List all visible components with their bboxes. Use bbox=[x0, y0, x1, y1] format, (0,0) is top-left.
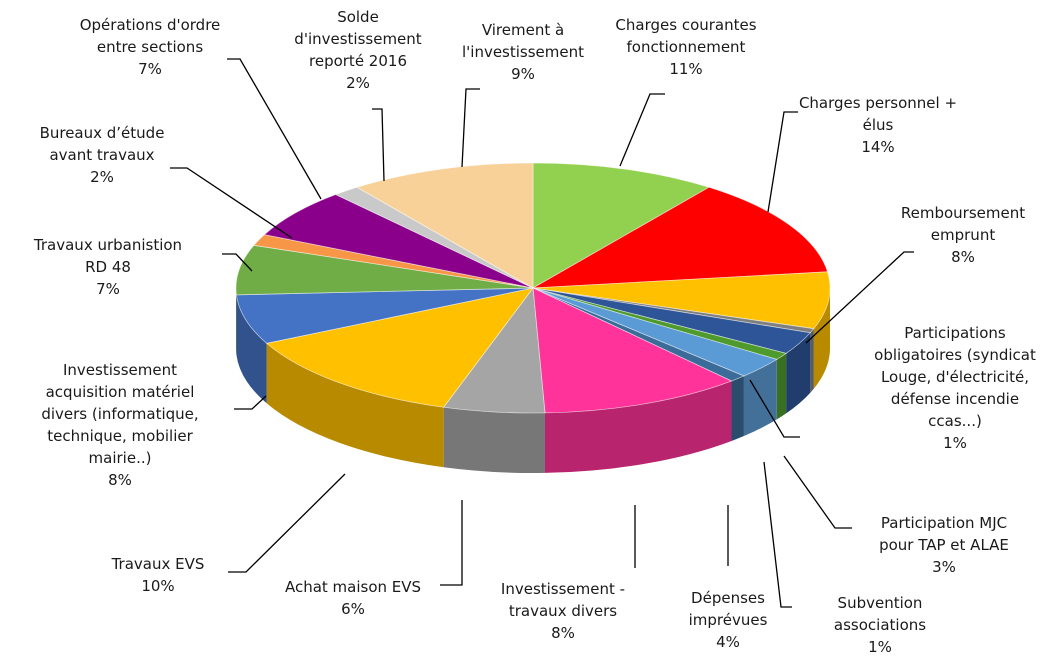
label-investissement-acquisition: Investissement acquisition matériel divers… bbox=[41, 361, 198, 489]
label-text-line: fonctionnement bbox=[627, 38, 746, 56]
label-percent: 11% bbox=[669, 60, 702, 78]
label-percent: 9% bbox=[511, 65, 535, 83]
leader-solde-investissement bbox=[372, 109, 384, 181]
label-percent: 8% bbox=[551, 624, 575, 642]
label-percent: 6% bbox=[341, 600, 365, 618]
label-text-line: défense incendie bbox=[891, 390, 1019, 408]
label-text-line: pour TAP et ALAE bbox=[879, 536, 1009, 554]
label-text-line: d'investissement bbox=[294, 30, 421, 48]
slice-subvention-associations-side bbox=[732, 376, 744, 441]
leader-virement-investissement bbox=[462, 89, 480, 167]
label-text-line: entre sections bbox=[97, 38, 203, 56]
label-text-line: acquisition matériel bbox=[46, 383, 195, 401]
label-text-line: l'investissement bbox=[462, 43, 584, 61]
label-solde-investissement: Solde d'investissement reporté 2016 2% bbox=[294, 8, 421, 92]
label-text-line: travaux divers bbox=[509, 602, 617, 620]
label-text-line: Subvention bbox=[838, 594, 923, 612]
label-travaux-urbanistion: Travaux urbanistion RD 48 7% bbox=[33, 236, 182, 298]
leader-subvention-associations bbox=[764, 462, 792, 607]
label-percent: 1% bbox=[868, 638, 892, 656]
label-text-line: emprunt bbox=[931, 226, 996, 244]
label-percent: 10% bbox=[141, 577, 174, 595]
label-virement-investissement: Virement à l'investissement 9% bbox=[462, 21, 584, 83]
label-percent: 4% bbox=[716, 633, 740, 651]
label-operations-ordre: Opérations d'ordre entre sections 7% bbox=[80, 16, 221, 78]
label-text-line: Achat maison EVS bbox=[285, 578, 421, 596]
label-text-line: Investissement - bbox=[501, 580, 625, 598]
label-remboursement-emprunt: Remboursement emprunt 8% bbox=[901, 204, 1025, 266]
label-text-line: Remboursement bbox=[901, 204, 1025, 222]
label-subvention-associations: Subvention associations 1% bbox=[834, 594, 926, 656]
label-achat-maison-evs: Achat maison EVS 6% bbox=[285, 578, 421, 618]
label-percent: 1% bbox=[943, 434, 967, 452]
label-text-line: divers (informatique, bbox=[41, 405, 198, 423]
label-text-line: Bureaux d’étude bbox=[40, 124, 165, 142]
label-travaux-evs: Travaux EVS 10% bbox=[111, 555, 205, 595]
leader-charges-courantes bbox=[620, 94, 665, 166]
label-percent: 2% bbox=[346, 74, 370, 92]
label-percent: 7% bbox=[96, 280, 120, 298]
label-participation-mjc: Participation MJC pour TAP et ALAE 3% bbox=[879, 514, 1009, 576]
slice-achat-maison-evs-side bbox=[444, 407, 545, 473]
leader-achat-maison-evs bbox=[440, 500, 462, 585]
label-text-line: Solde bbox=[337, 8, 379, 26]
label-text-line: RD 48 bbox=[85, 258, 131, 276]
label-percent: 8% bbox=[951, 248, 975, 266]
label-text-line: Louge, d'électricité, bbox=[881, 368, 1029, 386]
label-text-line: obligatoires (syndicat bbox=[874, 346, 1036, 364]
label-text-line: Investissement bbox=[63, 361, 177, 379]
label-participations-obligatoires: Participations obligatoires (syndicat Loug… bbox=[874, 324, 1036, 452]
label-charges-personnel: Charges personnel + élus 14% bbox=[799, 94, 957, 156]
label-text-line: ccas...) bbox=[928, 412, 982, 430]
leader-charges-personnel bbox=[768, 112, 798, 212]
label-percent: 14% bbox=[861, 138, 894, 156]
label-text-line: Travaux EVS bbox=[111, 555, 205, 573]
label-investissement-travaux-divers: Investissement - travaux divers 8% bbox=[501, 580, 625, 642]
label-text-line: associations bbox=[834, 616, 926, 634]
label-depenses-imprevues: Dépenses imprévues 4% bbox=[689, 589, 768, 651]
pie-top-faces bbox=[236, 163, 830, 413]
label-charges-courantes: Charges courantes fonctionnement 11% bbox=[615, 16, 756, 78]
slice-participations-obligatoires-side bbox=[777, 353, 786, 419]
label-percent: 2% bbox=[90, 168, 114, 186]
leader-participation-mjc bbox=[784, 456, 852, 528]
leader-travaux-evs bbox=[228, 474, 345, 572]
label-text-line: Dépenses bbox=[691, 589, 765, 607]
label-percent: 3% bbox=[932, 558, 956, 576]
label-text-line: Virement à bbox=[482, 21, 564, 39]
leader-operations-ordre bbox=[227, 59, 321, 199]
label-text-line: Charges personnel + bbox=[799, 94, 957, 112]
label-text-line: reporté 2016 bbox=[309, 52, 407, 70]
label-text-line: technique, mobilier bbox=[47, 427, 193, 445]
label-text-line: Participation MJC bbox=[881, 514, 1007, 532]
label-text-line: Charges courantes bbox=[615, 16, 756, 34]
label-text-line: imprévues bbox=[689, 611, 768, 629]
label-text-line: Travaux urbanistion bbox=[33, 236, 182, 254]
label-text-line: élus bbox=[863, 116, 894, 134]
label-percent: 7% bbox=[138, 60, 162, 78]
label-text-line: mairie..) bbox=[89, 449, 152, 467]
label-bureaux-etude: Bureaux d’étude avant travaux 2% bbox=[40, 124, 165, 186]
label-text-line: Participations bbox=[904, 324, 1006, 342]
label-text-line: Opérations d'ordre bbox=[80, 16, 221, 34]
label-percent: 8% bbox=[108, 471, 132, 489]
label-text-line: avant travaux bbox=[49, 146, 154, 164]
